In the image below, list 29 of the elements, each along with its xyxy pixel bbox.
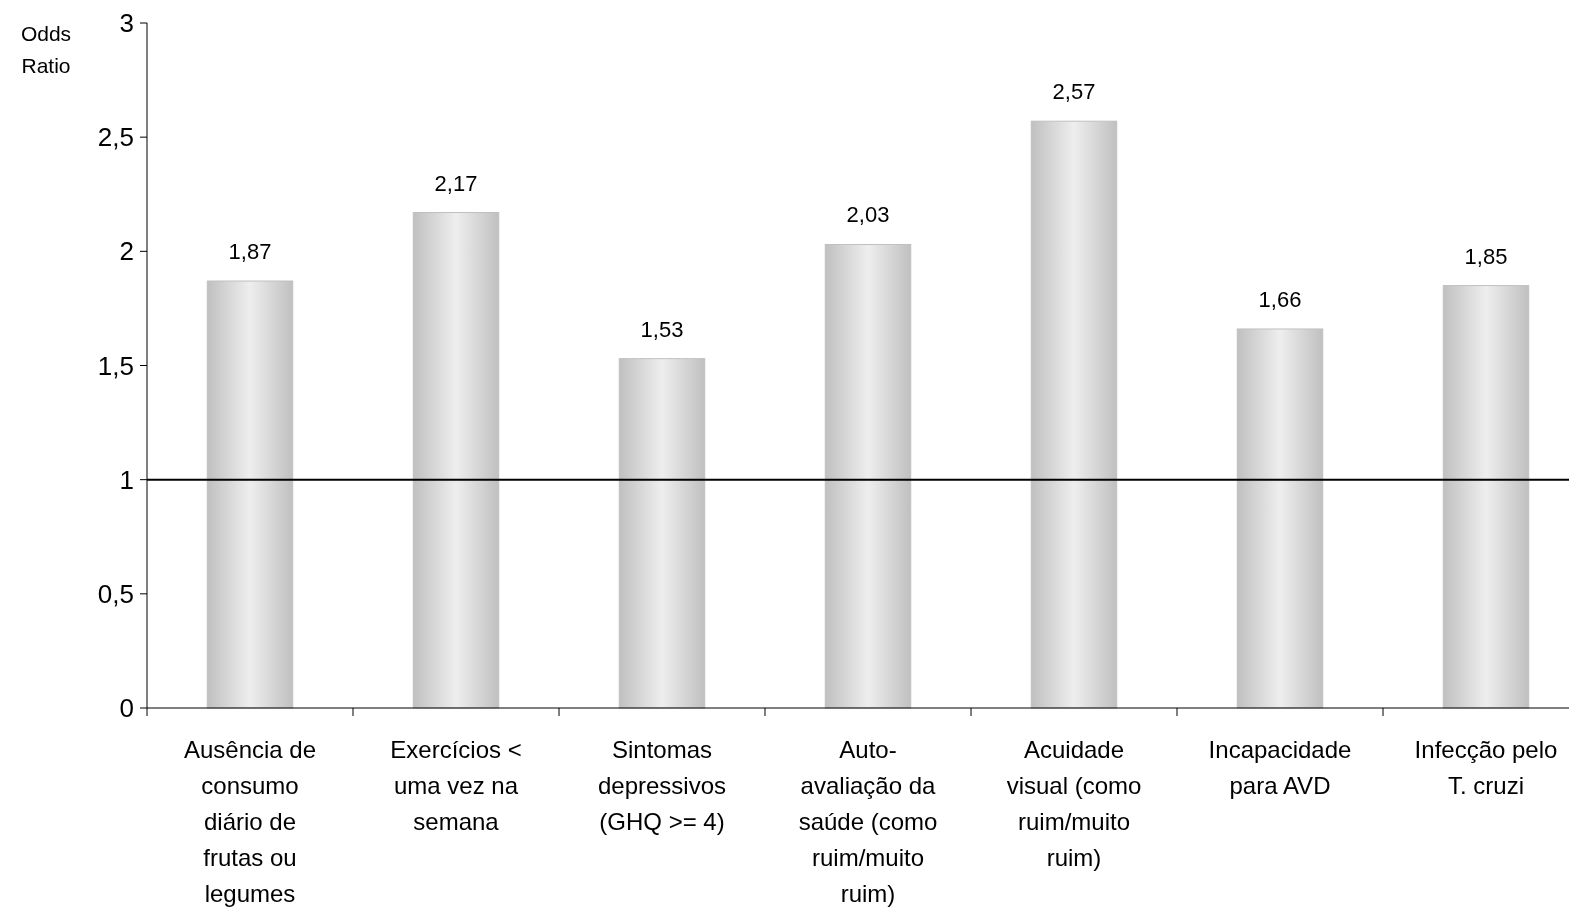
y-tick-label: 2 [119, 236, 134, 267]
y-tick-label: 2,5 [97, 122, 134, 153]
bar [1236, 328, 1324, 709]
y-tick-label: 1,5 [97, 350, 134, 381]
x-tick-label: Exercícios < uma vez na semana [390, 736, 522, 835]
x-tick-label: Incapacidade para AVD [1208, 736, 1352, 799]
data-label: 2,57 [1052, 79, 1096, 105]
y-tick-label: 1 [119, 464, 134, 495]
y-axis-title: Odds Ratio [20, 22, 72, 77]
x-tick-label: Auto-avaliação da saúde (como ruim/muito ruim) [798, 736, 938, 907]
y-tick-label: 0 [119, 693, 134, 724]
data-label: 1,85 [1464, 243, 1508, 269]
y-tick-label: 0,5 [97, 578, 134, 609]
data-label: 2,03 [846, 202, 890, 228]
x-tick-label: Ausência de consumo diário de frutas ou legumes [183, 736, 317, 907]
x-tick-label: Sintomas depressivos (GHQ >= 4) [597, 736, 727, 835]
x-tick-label: Acuidade visual (como ruim/muito ruim) [1006, 736, 1142, 871]
data-label: 1,53 [640, 316, 684, 342]
x-tick-label: Infecção pelo T. cruzi [1414, 736, 1558, 799]
bar [412, 212, 500, 709]
bar [1442, 285, 1530, 709]
bar [824, 243, 912, 709]
y-tick-label: 3 [119, 8, 134, 39]
data-label: 2,17 [434, 170, 478, 196]
bar [618, 358, 706, 709]
bar [206, 280, 294, 709]
data-label: 1,66 [1258, 286, 1302, 312]
bar [1030, 120, 1118, 709]
data-label: 1,87 [228, 239, 272, 265]
